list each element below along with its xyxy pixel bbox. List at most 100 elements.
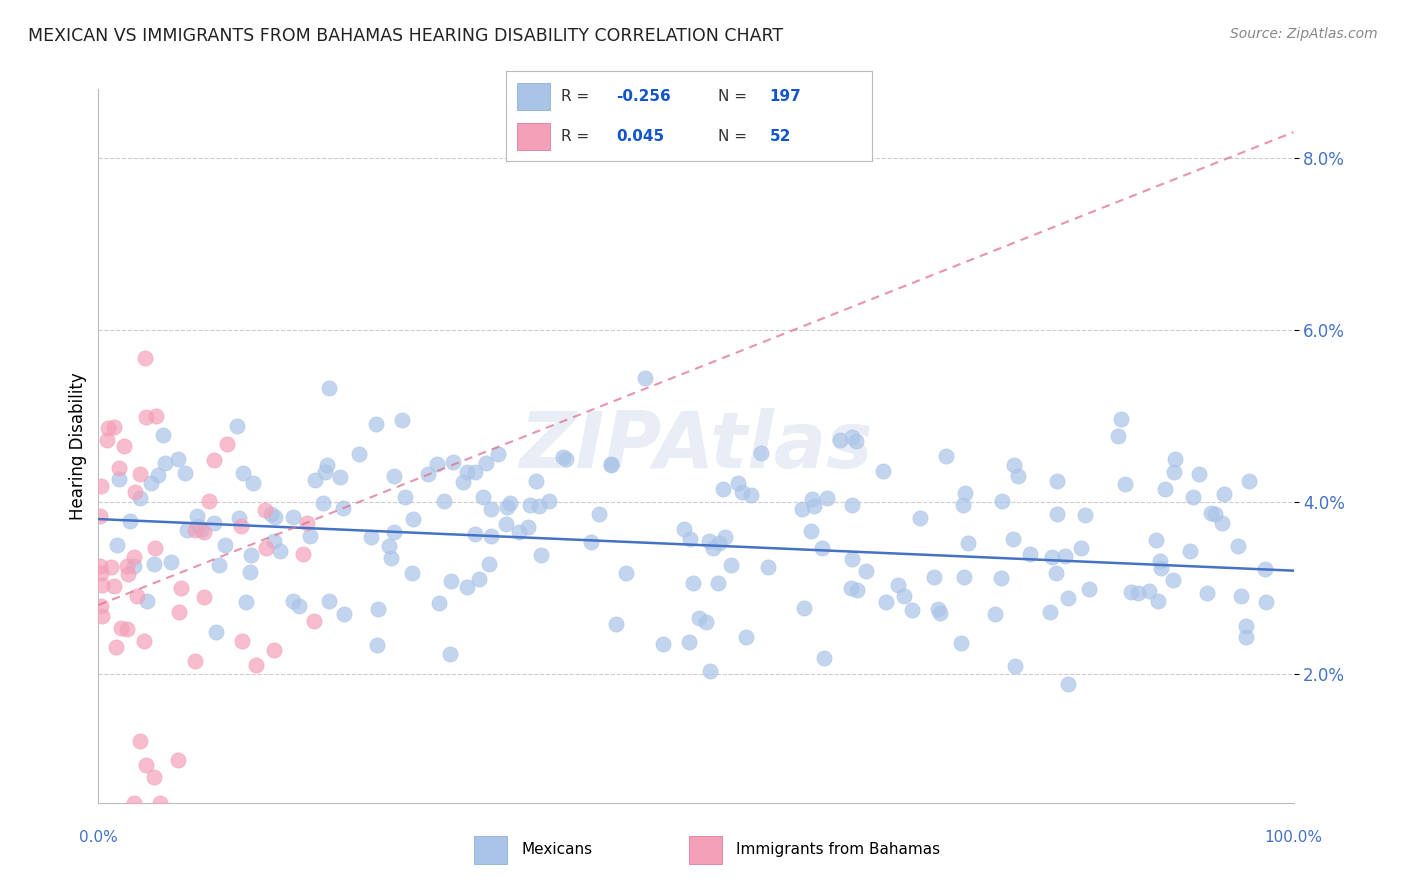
Point (394, 491, 416, 505)
Point (599, 457, 621, 471)
Point (467, 573, 489, 587)
Point (524, 474, 547, 488)
Point (183, 523, 205, 537)
Point (579, 534, 602, 549)
Point (110, 621, 132, 635)
Point (129, 491, 152, 505)
Point (367, 602, 389, 616)
Point (402, 512, 425, 526)
Point (152, 428, 174, 442)
Point (90, 599, 112, 613)
Point (845, 434, 868, 448)
Point (173, 466, 195, 480)
Point (292, 547, 315, 561)
Point (329, 470, 352, 484)
Point (984, 607, 1007, 621)
Point (740, 488, 762, 502)
Point (756, 560, 779, 574)
Point (263, 642, 285, 657)
Point (318, 594, 340, 608)
Point (456, 465, 478, 479)
Point (553, 450, 575, 465)
Point (1149, 554, 1171, 568)
Point (800, 524, 823, 539)
Point (214, 538, 236, 552)
Point (922, 569, 945, 583)
Point (519, 498, 541, 512)
Point (813, 651, 835, 665)
Point (103, 419, 125, 434)
Text: 197: 197 (769, 89, 801, 103)
Text: 52: 52 (769, 129, 790, 144)
Point (652, 637, 675, 651)
Text: N =: N = (718, 129, 752, 144)
Point (855, 564, 877, 578)
Point (697, 534, 720, 549)
Point (176, 524, 198, 538)
Point (1182, 490, 1205, 504)
Point (232, 466, 254, 480)
Point (478, 557, 501, 571)
Point (208, 558, 231, 573)
Point (288, 599, 311, 613)
Point (679, 532, 702, 546)
Point (953, 569, 976, 583)
FancyBboxPatch shape (517, 123, 550, 150)
Point (1204, 507, 1226, 521)
Point (97, 421, 120, 435)
Point (803, 499, 825, 513)
Point (91, 608, 114, 623)
Point (720, 558, 742, 572)
Point (269, 544, 291, 558)
Point (792, 502, 814, 516)
Point (91, 578, 114, 592)
Point (900, 603, 922, 617)
Point (529, 499, 551, 513)
Point (1164, 452, 1187, 467)
Point (254, 541, 277, 556)
Point (135, 758, 157, 772)
Point (1007, 468, 1029, 483)
FancyBboxPatch shape (517, 83, 550, 110)
Point (893, 589, 915, 603)
Point (225, 418, 247, 433)
Point (1163, 573, 1185, 587)
Point (711, 482, 734, 496)
Point (122, 550, 145, 565)
Point (170, 581, 193, 595)
Point (205, 625, 228, 640)
Point (699, 665, 721, 679)
Point (682, 575, 704, 590)
Point (439, 648, 461, 662)
Point (908, 510, 931, 524)
Point (245, 658, 267, 673)
Point (605, 616, 627, 631)
Point (231, 633, 253, 648)
Point (231, 519, 253, 533)
Point (678, 634, 700, 648)
Text: R =: R = (561, 89, 595, 103)
Point (260, 508, 283, 522)
Point (108, 461, 131, 475)
Point (600, 458, 623, 472)
Point (117, 622, 139, 636)
Point (830, 433, 852, 447)
Point (927, 602, 949, 616)
Point (672, 522, 695, 536)
Point (707, 576, 730, 591)
Point (96, 434, 118, 448)
Point (333, 607, 356, 622)
Point (235, 595, 257, 609)
Point (1019, 547, 1042, 561)
Point (481, 528, 503, 542)
Point (190, 523, 212, 537)
Point (281, 593, 304, 607)
Point (239, 548, 262, 562)
Point (202, 516, 225, 530)
Point (187, 518, 209, 533)
Point (304, 473, 326, 487)
Point (263, 534, 285, 549)
Point (1107, 429, 1129, 443)
Point (217, 437, 239, 451)
Point (264, 509, 287, 524)
